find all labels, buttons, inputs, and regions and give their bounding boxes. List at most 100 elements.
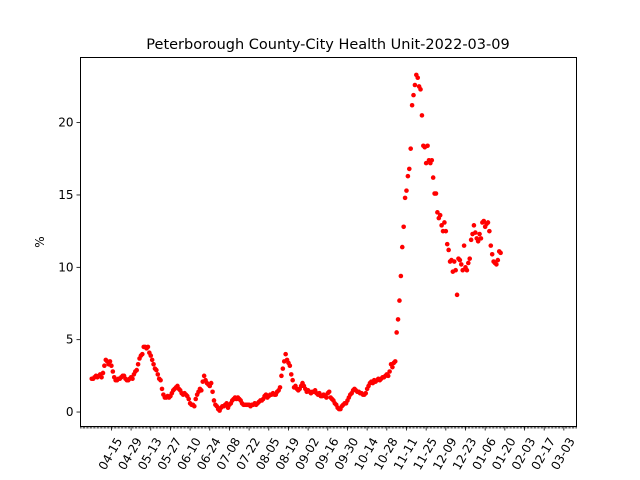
- data-point: [287, 363, 293, 369]
- data-point: [442, 220, 447, 225]
- data-point: [397, 298, 402, 303]
- data-point: [408, 146, 413, 151]
- data-point: [487, 228, 492, 234]
- data-point: [498, 250, 503, 256]
- data-point: [102, 363, 107, 369]
- data-point: [478, 236, 484, 241]
- data-point: [418, 87, 423, 92]
- y-tick-label: 0: [66, 405, 74, 419]
- data-point: [107, 359, 113, 364]
- data-point: [446, 247, 451, 253]
- data-point: [481, 218, 487, 224]
- data-point: [425, 143, 430, 149]
- data-point: [100, 370, 106, 376]
- data-point: [99, 375, 104, 380]
- data-point: [443, 228, 449, 234]
- data-point: [210, 389, 215, 395]
- data-point: [444, 241, 450, 247]
- plot-frame: [80, 57, 577, 427]
- data-point: [415, 75, 421, 81]
- data-point: [192, 403, 197, 409]
- data-point: [130, 376, 135, 382]
- data-point: [453, 267, 458, 273]
- data-point: [395, 317, 401, 322]
- data-point: [199, 388, 204, 393]
- data-point: [154, 367, 159, 373]
- data-point: [324, 395, 329, 400]
- data-point: [401, 224, 406, 230]
- data-point: [277, 385, 283, 390]
- data-point: [208, 380, 214, 386]
- data-point: [279, 373, 284, 379]
- data-point: [467, 256, 473, 261]
- data-point: [471, 223, 477, 228]
- data-point: [494, 262, 499, 267]
- data-point: [211, 398, 217, 403]
- data-point: [363, 390, 369, 396]
- data-point: [385, 373, 391, 379]
- data-point: [394, 330, 399, 335]
- data-point: [151, 361, 156, 367]
- data-point: [475, 238, 481, 244]
- data-point: [457, 257, 463, 263]
- data-point: [148, 353, 154, 358]
- data-point: [419, 113, 425, 118]
- data-point: [288, 372, 294, 377]
- data-point: [473, 230, 478, 235]
- data-point: [201, 373, 207, 379]
- data-point: [435, 210, 440, 215]
- data-point: [283, 351, 288, 357]
- data-point: [135, 361, 141, 367]
- data-point: [134, 367, 140, 373]
- data-point: [437, 212, 443, 218]
- data-point: [466, 260, 471, 266]
- data-point: [280, 366, 286, 371]
- data-point: [454, 292, 460, 298]
- data-point: [109, 363, 114, 369]
- data-point: [290, 377, 295, 383]
- data-point: [451, 259, 457, 264]
- data-point: [433, 191, 439, 196]
- data-point: [458, 262, 464, 267]
- data-point: [495, 257, 501, 263]
- chart-title: Peterborough County-City Health Unit-202…: [146, 37, 509, 53]
- data-point: [489, 252, 495, 257]
- data-point: [398, 273, 404, 279]
- data-point: [149, 357, 155, 363]
- data-point: [159, 386, 165, 392]
- data-point: [409, 102, 415, 108]
- y-tick-label: 15: [58, 188, 73, 202]
- axis-ticks: 04-1504-2905-1305-2706-1006-2407-0807-22…: [58, 116, 578, 473]
- data-point: [430, 175, 436, 180]
- data-point: [412, 82, 418, 88]
- data-point: [158, 377, 163, 383]
- y-axis-label: %: [33, 236, 47, 247]
- data-point: [477, 231, 482, 237]
- data-point: [140, 351, 145, 357]
- data-point: [399, 244, 405, 250]
- data-point: [387, 369, 392, 374]
- y-tick-label: 20: [58, 116, 73, 130]
- data-point: [488, 243, 494, 248]
- data-point: [155, 372, 161, 377]
- data-point: [193, 396, 199, 402]
- data-point: [326, 389, 332, 395]
- data-point: [468, 237, 474, 243]
- data-point: [145, 344, 151, 350]
- data-point: [423, 160, 429, 166]
- data-point: [485, 220, 491, 225]
- data-point: [411, 92, 416, 98]
- data-point: [392, 359, 398, 364]
- data-point: [402, 195, 408, 201]
- data-point: [390, 364, 395, 370]
- y-tick-label: 10: [58, 260, 73, 274]
- data-point: [464, 267, 470, 273]
- y-tick-label: 5: [66, 333, 74, 347]
- data-point: [429, 157, 435, 163]
- data-point: [405, 173, 411, 179]
- data-point: [404, 188, 409, 193]
- data-point: [460, 267, 465, 273]
- data-point: [186, 396, 191, 402]
